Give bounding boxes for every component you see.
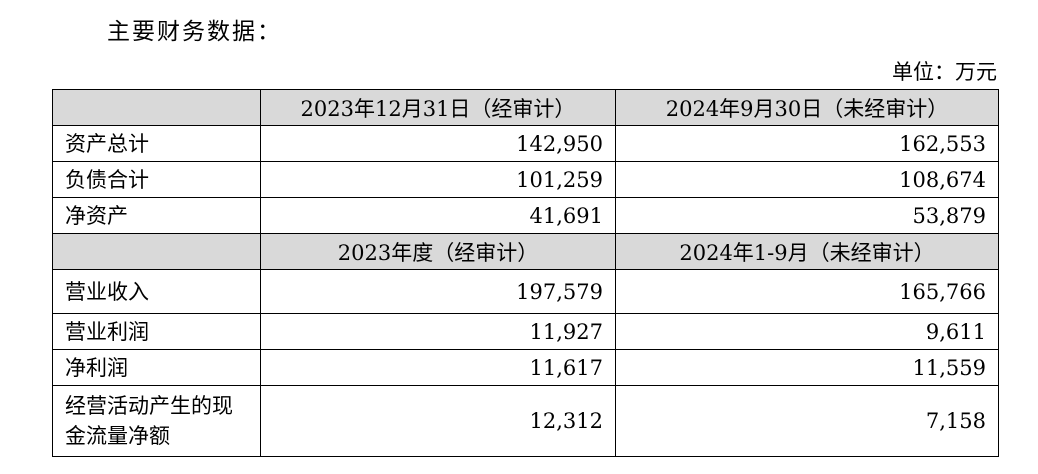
data-row: 负债合计 101,259 108,674 xyxy=(52,161,999,198)
value-cell: 7,158 xyxy=(615,385,999,457)
value-cell: 197,579 xyxy=(260,269,616,314)
data-row: 资产总计 142,950 162,553 xyxy=(52,125,999,162)
row-label-cell: 营业收入 xyxy=(52,269,261,314)
header-cell: 2023年度（经审计） xyxy=(260,233,616,270)
value-cell: 11,927 xyxy=(260,313,616,350)
row-label: 营业利润 xyxy=(65,319,149,344)
header-row: 2023年12月31日（经审计） 2024年9月30日（未经审计） xyxy=(52,89,999,126)
value-cell: 12,312 xyxy=(260,385,616,457)
data-row: 经营活动产生的现金流量净额 12,312 7,158 xyxy=(52,385,999,457)
data-row: 净资产 41,691 53,879 xyxy=(52,197,999,234)
row-label: 净利润 xyxy=(65,355,128,380)
value-cell: 41,691 xyxy=(260,197,616,234)
row-label: 资产总计 xyxy=(65,131,149,156)
section-title: 主要财务数据： xyxy=(107,19,282,45)
row-label-cell: 净利润 xyxy=(52,349,261,386)
row-label: 净资产 xyxy=(65,203,128,228)
row-label: 营业收入 xyxy=(65,279,149,304)
header-cell: 2024年9月30日（未经审计） xyxy=(615,89,999,126)
header-cell xyxy=(52,233,261,270)
data-row: 营业收入 197,579 165,766 xyxy=(52,269,999,314)
value-cell: 162,553 xyxy=(615,125,999,162)
header-cell: 2023年12月31日（经审计） xyxy=(260,89,616,126)
row-label: 负债合计 xyxy=(65,167,149,192)
value-cell: 101,259 xyxy=(260,161,616,198)
row-label-cell: 经营活动产生的现金流量净额 xyxy=(52,385,261,457)
unit-note: 单位：万元 xyxy=(892,60,997,84)
data-row: 营业利润 11,927 9,611 xyxy=(52,313,999,350)
table-body: 2023年12月31日（经审计） 2024年9月30日（未经审计） 资产总计 142,… xyxy=(52,89,999,457)
value-cell: 11,559 xyxy=(615,349,999,386)
value-cell: 108,674 xyxy=(615,161,999,198)
value-cell: 165,766 xyxy=(615,269,999,314)
row-label-cell: 净资产 xyxy=(52,197,261,234)
data-row: 净利润 11,617 11,559 xyxy=(52,349,999,386)
row-label-cell: 资产总计 xyxy=(52,125,261,162)
value-cell: 53,879 xyxy=(615,197,999,234)
row-label: 经营活动产生的现金流量净额 xyxy=(65,394,233,448)
value-cell: 142,950 xyxy=(260,125,616,162)
row-label-cell: 负债合计 xyxy=(52,161,261,198)
row-label-cell: 营业利润 xyxy=(52,313,261,350)
value-cell: 11,617 xyxy=(260,349,616,386)
financial-table: 2023年12月31日（经审计） 2024年9月30日（未经审计） 资产总计 142,… xyxy=(52,89,999,457)
header-row: 2023年度（经审计） 2024年1-9月（未经审计） xyxy=(52,233,999,270)
header-cell xyxy=(52,89,261,126)
value-cell: 9,611 xyxy=(615,313,999,350)
header-cell: 2024年1-9月（未经审计） xyxy=(615,233,999,270)
